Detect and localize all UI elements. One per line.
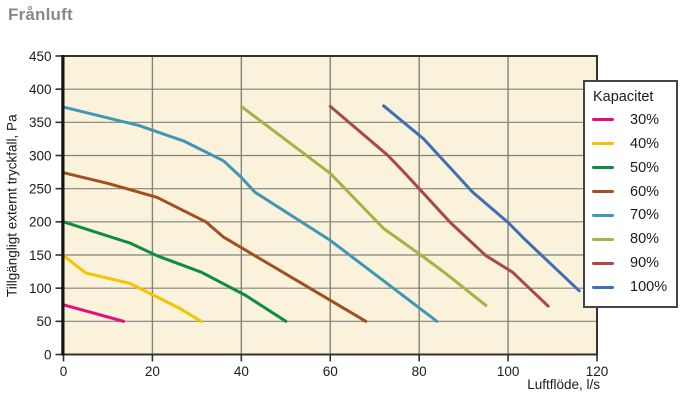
- legend-label: 80%: [630, 231, 660, 248]
- y-tick-label: 350: [29, 115, 52, 130]
- x-tick-label: 120: [586, 364, 609, 379]
- legend-item-40%: 40%: [591, 132, 672, 156]
- x-tick-label: 40: [234, 364, 249, 379]
- legend-item-80%: 80%: [591, 227, 672, 251]
- x-tick-label: 60: [323, 364, 338, 379]
- y-tick-label: 250: [29, 182, 52, 197]
- legend-item-30%: 30%: [591, 108, 672, 132]
- legend-swatch: [592, 142, 614, 146]
- legend-label: 50%: [630, 159, 660, 176]
- legend-swatch: [592, 166, 614, 170]
- legend-label: 90%: [630, 255, 660, 272]
- y-tick-label: 0: [44, 347, 52, 362]
- series-line-40%: [62, 254, 203, 323]
- legend-swatch: [592, 118, 614, 122]
- legend-swatch: [592, 285, 614, 289]
- y-tick-label: 300: [29, 148, 52, 163]
- legend-swatch: [592, 213, 614, 217]
- legend-item-70%: 70%: [591, 204, 672, 228]
- legend-title: Kapacitet: [593, 89, 654, 105]
- series-line-90%: [328, 104, 550, 308]
- legend-item-100%: 100%: [591, 275, 672, 299]
- legend-label: 70%: [630, 207, 660, 224]
- legend-item-60%: 60%: [591, 180, 672, 204]
- series-line-100%: [382, 104, 581, 293]
- series-line-60%: [62, 171, 368, 323]
- page-title: Frånluft: [8, 5, 73, 24]
- x-tick-label: 20: [145, 364, 160, 379]
- x-axis-title: Luftflöde, l/s: [527, 377, 600, 392]
- series-line-50%: [62, 220, 288, 323]
- legend-swatch: [592, 261, 614, 265]
- series-line-30%: [62, 303, 125, 323]
- legend-label: 60%: [630, 183, 660, 200]
- legend-swatch: [592, 190, 614, 194]
- y-tick-label: 450: [29, 49, 52, 64]
- legend-label: 40%: [630, 135, 660, 152]
- legend-item-90%: 90%: [591, 251, 672, 275]
- y-tick-label: 200: [29, 215, 52, 230]
- x-tick-label: 0: [60, 364, 68, 379]
- legend-label: 30%: [630, 111, 660, 128]
- legend: Kapacitet 30% 40% 50% 60% 70% 80% 90% 100%: [583, 80, 678, 308]
- y-tick-label: 400: [29, 82, 52, 97]
- y-tick-label: 50: [36, 314, 51, 329]
- y-axis-title: Tillgängligt externt tryckfall, Pa: [4, 114, 20, 297]
- series-line-80%: [239, 104, 488, 307]
- legend-swatch: [592, 237, 614, 241]
- x-tick-label: 100: [497, 364, 520, 379]
- legend-item-50%: 50%: [591, 156, 672, 180]
- y-tick-label: 100: [29, 281, 52, 296]
- series-line-70%: [62, 105, 439, 323]
- legend-label: 100%: [630, 279, 668, 296]
- y-tick-label: 150: [29, 248, 52, 263]
- x-tick-label: 80: [412, 364, 427, 379]
